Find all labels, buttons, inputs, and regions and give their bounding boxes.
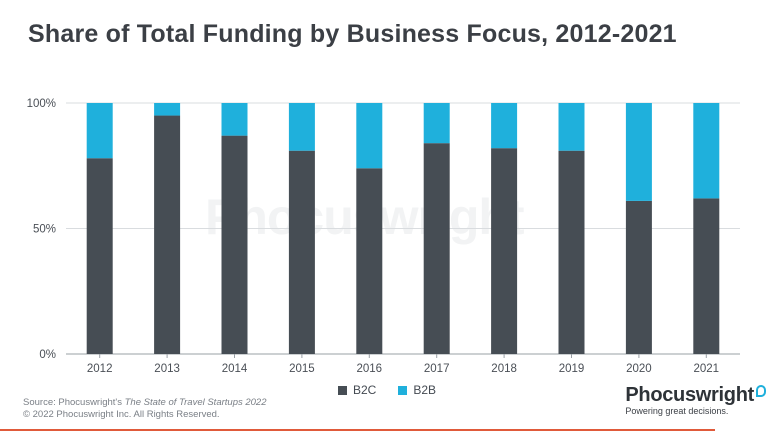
x-tick-label: 2021 xyxy=(694,363,720,375)
y-tick-label: 0% xyxy=(39,349,56,361)
copyright-text: © 2022 Phocuswright Inc. All Rights Rese… xyxy=(23,409,220,420)
bar-b2c xyxy=(154,115,181,354)
legend-swatch-b2c xyxy=(338,385,347,395)
bar-b2c xyxy=(221,135,248,354)
bar-b2c xyxy=(693,198,720,354)
bar-b2c xyxy=(625,200,652,354)
legend-label-b2b: B2B xyxy=(413,383,437,397)
source-prefix: Source: Phocuswright's xyxy=(23,397,125,408)
bar-b2b xyxy=(86,103,113,159)
x-tick-label: 2014 xyxy=(222,363,248,375)
bar-b2b xyxy=(221,103,248,136)
legend-label-b2c: B2C xyxy=(353,383,377,397)
bar-b2b xyxy=(491,103,518,149)
brand-speech-icon xyxy=(756,384,766,397)
bar-b2b xyxy=(154,103,181,116)
legend-item-b2c: B2C xyxy=(338,383,376,397)
legend-swatch-b2b xyxy=(398,385,408,395)
legend-item-b2b: B2B xyxy=(398,383,436,397)
y-tick-label: 100% xyxy=(27,98,56,110)
x-tick-label: 2015 xyxy=(289,363,315,375)
bar-b2b xyxy=(625,103,652,201)
bar-b2c xyxy=(356,168,383,354)
bar-b2b xyxy=(356,103,383,169)
x-tick-label: 2016 xyxy=(357,363,383,375)
y-tick-label: 50% xyxy=(33,224,56,236)
bar-b2b xyxy=(423,103,450,144)
bar-b2b xyxy=(288,103,315,151)
bar-b2c xyxy=(491,148,518,354)
bar-b2b xyxy=(558,103,585,151)
bar-b2b xyxy=(693,103,720,199)
x-tick-label: 2020 xyxy=(626,363,652,375)
x-tick-label: 2012 xyxy=(87,363,113,375)
brand-logo: Phocuswright Powering great decisions. xyxy=(625,384,766,416)
bar-b2c xyxy=(288,150,315,354)
source-note: Source: Phocuswright's The State of Trav… xyxy=(23,397,267,421)
bar-b2c xyxy=(558,150,585,354)
stacked-bar-chart: 0% 50% 100% 2012 2013 2014 2015 2016 2017 2018 201… xyxy=(27,98,740,375)
legend: B2C B2B xyxy=(338,383,436,397)
brand-name: Phocuswright xyxy=(625,384,754,406)
bar-b2c xyxy=(86,158,113,354)
source-title: The State of Travel Startups 2022 xyxy=(124,397,267,408)
bar-b2c xyxy=(423,143,450,354)
footer-accent-line xyxy=(0,429,715,431)
x-tick-label: 2013 xyxy=(154,363,180,375)
x-tick-label: 2019 xyxy=(559,363,585,375)
x-tick-label: 2017 xyxy=(424,363,450,375)
brand-tagline: Powering great decisions. xyxy=(625,406,729,416)
x-tick-label: 2018 xyxy=(491,363,517,375)
chart-title: Share of Total Funding by Business Focus… xyxy=(28,20,677,48)
